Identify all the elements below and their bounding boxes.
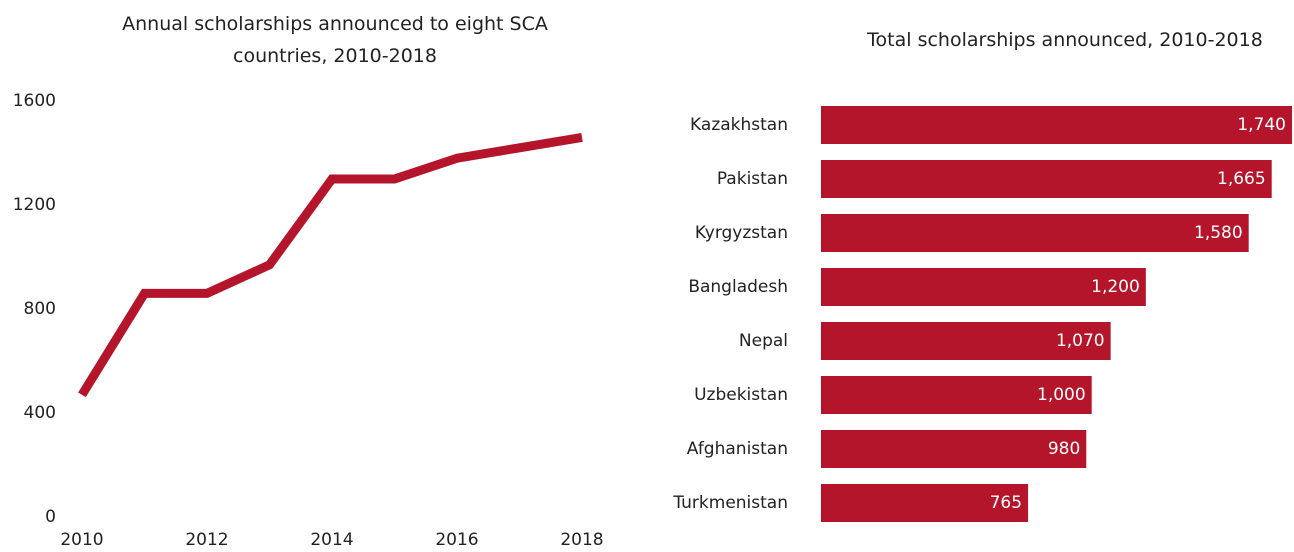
y-tick-label: Uzbekistan <box>694 385 788 405</box>
bar <box>821 376 1092 414</box>
bar <box>821 214 1249 252</box>
y-tick-label: Pakistan <box>717 169 788 189</box>
y-tick-label: 0 <box>45 507 56 527</box>
bar <box>821 160 1272 198</box>
y-tick-label: Kazakhstan <box>690 115 788 135</box>
y-tick-label: Kyrgyzstan <box>695 223 788 243</box>
value-label: 980 <box>1048 439 1080 459</box>
y-tick-label: Afghanistan <box>687 439 788 459</box>
bar-chart-title: Total scholarships announced, 2010-2018 <box>867 29 1263 51</box>
y-tick-label: 1600 <box>13 91 56 111</box>
bar <box>821 430 1087 468</box>
value-label: 1,740 <box>1237 115 1286 135</box>
value-label: 1,000 <box>1037 385 1086 405</box>
bar <box>821 322 1111 360</box>
value-label: 1,665 <box>1217 169 1266 189</box>
y-tick-label: Nepal <box>739 331 788 351</box>
value-label: 765 <box>990 493 1022 513</box>
x-tick-label: 2014 <box>310 530 353 550</box>
value-label: 1,200 <box>1091 277 1140 297</box>
value-label: 1,070 <box>1056 331 1105 351</box>
bar <box>821 484 1029 522</box>
bar <box>821 106 1292 144</box>
y-tick-label: 1200 <box>13 195 56 215</box>
x-tick-label: 2012 <box>185 530 228 550</box>
y-tick-label: Turkmenistan <box>672 493 788 513</box>
x-tick-label: 2010 <box>60 530 103 550</box>
y-tick-label: Bangladesh <box>688 277 788 297</box>
line-chart-title: Annual scholarships announced to eight S… <box>122 13 548 67</box>
value-label: 1,580 <box>1194 223 1243 243</box>
bar <box>821 268 1146 306</box>
y-tick-label: 400 <box>24 403 56 423</box>
x-tick-label: 2018 <box>560 530 603 550</box>
y-tick-label: 800 <box>24 299 56 319</box>
line <box>78 132 583 398</box>
x-tick-label: 2016 <box>435 530 478 550</box>
